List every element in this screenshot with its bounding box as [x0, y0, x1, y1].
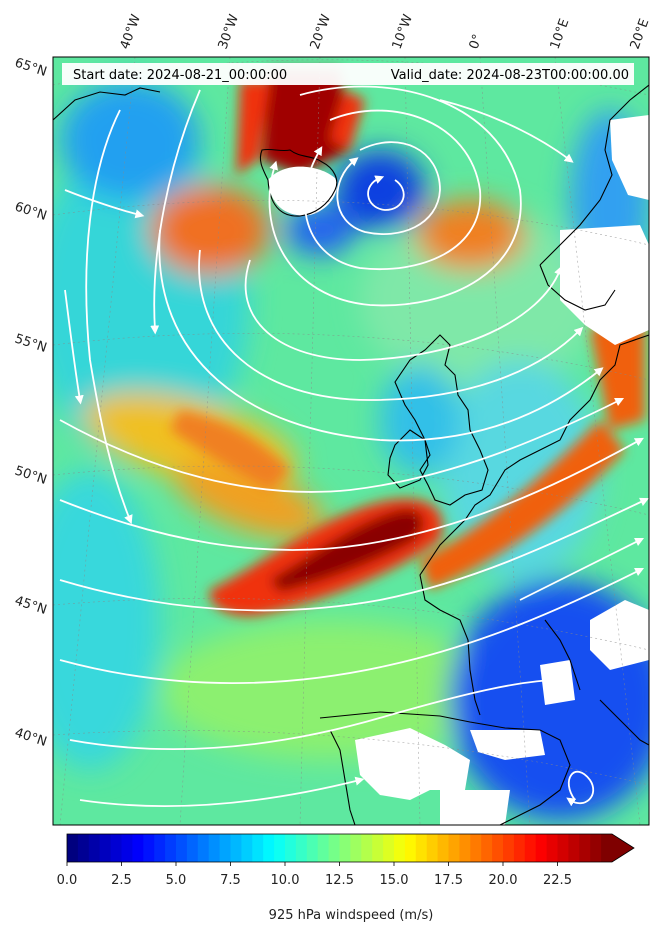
colorbar-segment: [503, 834, 515, 862]
lon-label: 20°E: [628, 17, 653, 52]
colorbar-tick-label: 17.5: [434, 873, 463, 888]
colorbar-segment: [546, 834, 558, 862]
longitude-labels: 40°W 30°W 20°W 10°W 0° 10°E 20°E: [118, 12, 653, 51]
colorbar-segment: [121, 834, 133, 862]
colorbar-segment: [317, 834, 329, 862]
colorbar-segment: [88, 834, 101, 862]
map-frame: [52, 56, 650, 826]
colorbar-segment: [394, 834, 406, 862]
colorbar-segment: [579, 834, 591, 862]
colorbar-segment: [448, 834, 460, 862]
colorbar-segment: [383, 834, 395, 862]
info-box: [62, 63, 634, 85]
colorbar-segment: [165, 834, 177, 862]
colorbar: 0.0 2.5 5.0 7.5 10.0 12.5 15.0 17.5 20.0 22.5 925…: [57, 833, 635, 923]
lat-label: 40°N: [13, 726, 49, 750]
lon-label: 10°E: [548, 17, 573, 52]
colorbar-tick-label: 7.5: [220, 873, 241, 888]
colorbar-segment: [197, 834, 210, 862]
colorbar-segment: [470, 834, 482, 862]
lat-label: 65°N: [13, 56, 49, 80]
coastlines: [53, 84, 649, 825]
colorbar-tick-label: 10.0: [271, 873, 300, 888]
start-date-label: Start date: 2024-08-21_00:00:00: [73, 68, 287, 83]
colorbar-segment: [110, 834, 122, 862]
colorbar-segment: [176, 834, 188, 862]
colorbar-segment: [372, 834, 384, 862]
streamlines: [59, 85, 649, 807]
lon-label: 0°: [467, 32, 486, 51]
colorbar-segment: [306, 834, 319, 862]
lon-label: 10°W: [390, 12, 416, 51]
colorbar-segment: [404, 834, 417, 862]
colorbar-tick-label: 15.0: [380, 873, 409, 888]
lon-label: 20°W: [308, 12, 334, 51]
colorbar-segment: [361, 834, 373, 862]
colorbar-segment: [568, 834, 580, 862]
colorbar-segment: [77, 834, 90, 862]
colorbar-segment: [241, 834, 253, 862]
colorbar-segment: [557, 834, 569, 862]
colorbar-tick-label: 22.5: [543, 873, 572, 888]
colorbar-segment: [415, 834, 428, 862]
colorbar-extend-max: [612, 834, 634, 862]
colorbar-segment: [263, 834, 275, 862]
colorbar-segment: [426, 834, 438, 862]
colorbar-tick-label: 5.0: [166, 873, 187, 888]
colorbar-segment: [481, 834, 493, 862]
lat-label: 50°N: [13, 464, 49, 488]
colorbar-segment: [492, 834, 504, 862]
colorbar-segment: [295, 834, 308, 862]
colorbar-segment: [186, 834, 199, 862]
colorbar-segment: [524, 834, 537, 862]
colorbar-segment: [437, 834, 449, 862]
graticule: [53, 57, 649, 825]
colorbar-segment: [350, 834, 362, 862]
colorbar-segment: [274, 834, 286, 862]
lon-label: 30°W: [216, 12, 242, 51]
lat-label: 55°N: [13, 332, 49, 356]
colorbar-outline: [66, 833, 635, 863]
colorbar-segment: [459, 834, 471, 862]
colorbar-segment: [219, 834, 231, 862]
lat-label: 45°N: [13, 594, 49, 618]
colorbar-segment: [208, 834, 220, 862]
colorbar-label: 925 hPa windspeed (m/s): [269, 908, 434, 923]
colorbar-segment: [339, 834, 351, 862]
colorbar-segment: [513, 834, 526, 862]
colorbar-segment: [230, 834, 242, 862]
colorbar-segment: [328, 834, 340, 862]
colorbar-tick-label: 2.5: [111, 873, 132, 888]
colorbar-segment: [590, 834, 602, 862]
colorbar-segment: [99, 834, 111, 862]
valid-date-label: Valid_date: 2024-08-23T00:00:00.00: [391, 68, 629, 83]
colorbar-segment: [67, 834, 79, 862]
colorbar-segment: [285, 834, 297, 862]
lat-label: 60°N: [13, 200, 49, 224]
colorbar-segment: [535, 834, 547, 862]
colorbar-tick-label: 0.0: [57, 873, 78, 888]
windspeed-field: [53, 57, 649, 825]
colorbar-tick-label: 20.0: [489, 873, 518, 888]
colorbar-segment: [154, 834, 166, 862]
lon-label: 40°W: [118, 12, 144, 51]
colorbar-segment: [601, 834, 613, 862]
colorbar-tick-label: 12.5: [325, 873, 354, 888]
colorbar-segment: [143, 834, 155, 862]
latitude-labels: 65°N 60°N 55°N 50°N 45°N 40°N: [13, 56, 49, 750]
colorbar-segment: [252, 834, 264, 862]
colorbar-segment: [132, 834, 144, 862]
